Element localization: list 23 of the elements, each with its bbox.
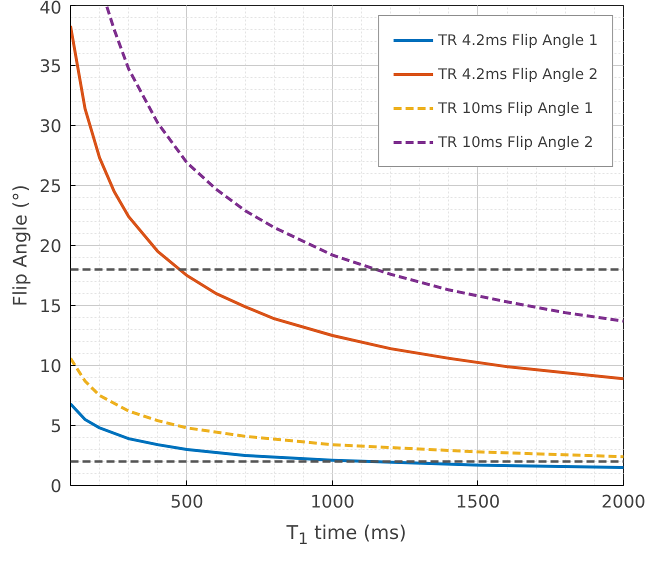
x-tick-label: 1000 (310, 492, 355, 512)
line-series (70, 24, 624, 380)
y-tick-label: 40 (39, 0, 62, 18)
line-series (70, 356, 624, 458)
y-tick-label: 25 (39, 177, 62, 197)
y-axis-title: Flip Angle (°) (10, 184, 32, 306)
x-axis-title: T$_{1}$ time (ms) (286, 521, 406, 550)
x-tick-label: 1500 (456, 492, 500, 512)
legend-label: TR 10ms Flip Angle 2 (438, 134, 594, 150)
x-tick-label: 2000 (601, 492, 646, 512)
line-series (70, 402, 624, 469)
y-tick-label: 35 (39, 57, 62, 77)
y-tick-label: 5 (50, 417, 62, 437)
y-tick-label: 15 (39, 297, 62, 317)
line-series (105, 6, 624, 323)
y-tick-label: 30 (39, 117, 62, 137)
x-tick-label: 500 (170, 492, 204, 512)
legend-label: TR 4.2ms Flip Angle 2 (438, 66, 598, 82)
y-tick-label: 20 (39, 237, 62, 257)
y-tick-label: 0 (50, 477, 62, 497)
legend-label: TR 4.2ms Flip Angle 1 (438, 32, 598, 48)
legend-label: TR 10ms Flip Angle 1 (438, 100, 594, 116)
y-tick-label: 10 (39, 357, 62, 377)
